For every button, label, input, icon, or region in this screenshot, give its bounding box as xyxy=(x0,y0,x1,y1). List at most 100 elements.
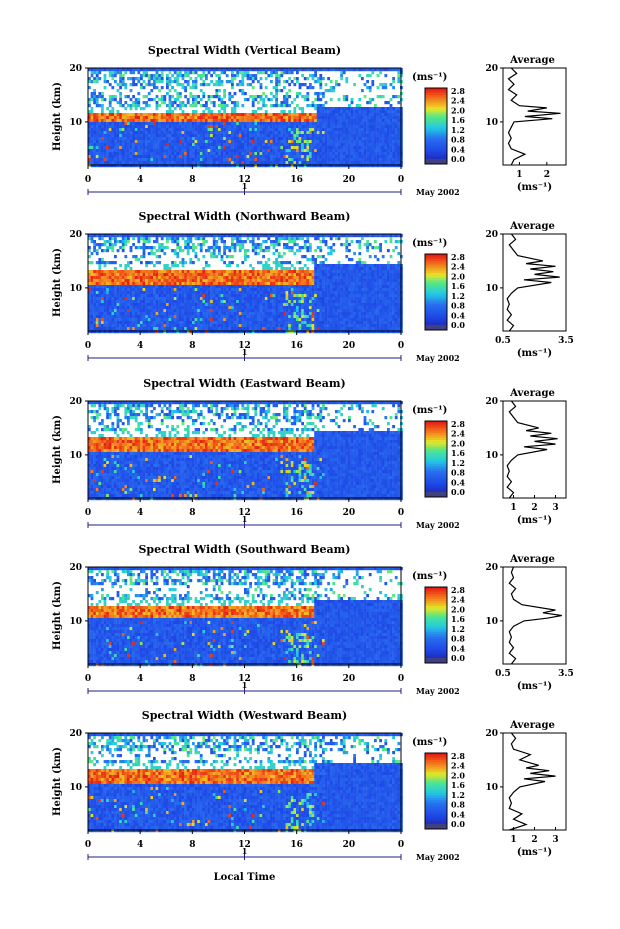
heatmap-cell xyxy=(251,125,255,129)
heatmap-cell xyxy=(236,101,239,105)
heatmap-cell xyxy=(108,83,112,87)
heatmap-cell xyxy=(327,161,330,165)
heatmap-cell xyxy=(264,77,268,81)
heatmap-cell xyxy=(176,128,180,132)
heatmap-cell xyxy=(132,122,135,126)
heatmap-cell xyxy=(147,116,151,120)
heatmap-cell xyxy=(111,155,115,159)
heatmap-cell xyxy=(223,101,226,105)
heatmap-cell xyxy=(374,122,377,126)
heatmap-cell xyxy=(280,261,284,265)
heatmap-cell xyxy=(166,276,169,280)
heatmap-cell xyxy=(124,279,128,283)
heatmap-cell xyxy=(184,149,187,153)
heatmap-cell xyxy=(379,122,382,126)
heatmap-cell xyxy=(322,264,325,268)
heatmap-cell xyxy=(108,152,112,156)
heatmap-cell xyxy=(267,158,271,162)
heatmap-cell xyxy=(324,258,328,262)
heatmap-cell xyxy=(231,282,234,286)
heatmap-cell xyxy=(228,149,232,153)
heatmap-cell xyxy=(374,119,377,123)
heatmap-cell xyxy=(322,116,325,120)
heatmap-cell xyxy=(205,122,208,126)
heatmap-cell xyxy=(259,273,263,277)
heatmap-cell xyxy=(397,140,401,144)
heatmap-cell xyxy=(184,282,187,286)
heatmap-cell xyxy=(241,294,245,298)
heatmap-cell xyxy=(210,146,213,150)
heatmap-cell xyxy=(366,240,369,244)
heatmap-cell xyxy=(363,282,367,286)
heatmap-cell xyxy=(306,86,310,90)
heatmap-cell xyxy=(145,128,148,132)
heatmap-cell xyxy=(142,140,146,144)
heatmap-cell xyxy=(212,282,216,286)
heatmap-cell xyxy=(345,291,349,295)
heatmap-cell xyxy=(119,282,122,286)
heatmap-cell xyxy=(132,237,135,241)
heatmap-cell xyxy=(361,89,364,93)
heatmap-cell xyxy=(244,71,247,75)
heatmap-cell xyxy=(186,237,190,241)
heatmap-cell xyxy=(293,143,297,147)
heatmap-cell xyxy=(319,282,323,286)
heatmap-cell xyxy=(368,255,372,259)
heatmap-cell xyxy=(225,155,229,159)
heatmap-cell xyxy=(160,155,164,159)
heatmap-cell xyxy=(337,273,341,277)
heatmap-cell xyxy=(397,110,401,114)
heatmap-cell xyxy=(337,125,341,129)
heatmap-cell xyxy=(184,143,187,147)
heatmap-cell xyxy=(228,131,232,135)
heatmap-cell xyxy=(293,276,297,280)
heatmap-cell xyxy=(132,77,135,81)
heatmap-cell xyxy=(355,273,359,277)
heatmap-cell xyxy=(163,164,167,168)
heatmap-cell xyxy=(319,146,323,150)
heatmap-cell xyxy=(233,122,237,126)
heatmap-cell xyxy=(332,279,336,283)
heatmap-cell xyxy=(116,122,120,126)
heatmap-cell xyxy=(283,152,286,156)
heatmap-cell xyxy=(311,113,315,117)
heatmap-cell xyxy=(134,68,138,72)
heatmap-cell xyxy=(376,86,380,90)
heatmap-cell xyxy=(160,291,164,295)
heatmap-cell xyxy=(88,246,91,250)
heatmap-cell xyxy=(114,143,117,147)
heatmap-cell xyxy=(267,74,271,78)
heatmap-cell xyxy=(389,137,393,141)
heatmap-cell xyxy=(329,267,333,271)
heatmap-cell xyxy=(392,107,395,111)
heatmap-cell xyxy=(257,107,260,111)
heatmap-cell xyxy=(116,164,120,168)
heatmap-cell xyxy=(345,249,349,253)
heatmap-cell xyxy=(241,128,245,132)
heatmap-cell xyxy=(192,137,195,141)
heatmap-cell xyxy=(142,149,146,153)
heatmap-cell xyxy=(166,270,169,274)
heatmap-cell xyxy=(244,285,247,289)
heatmap-cell xyxy=(114,285,117,289)
heatmap-cell xyxy=(270,291,273,295)
heatmap-cell xyxy=(348,158,351,162)
heatmap-cell xyxy=(355,146,359,150)
heatmap-cell xyxy=(355,119,359,123)
heatmap-cell xyxy=(389,110,393,114)
heatmap-cell xyxy=(324,288,328,292)
heatmap-cell xyxy=(95,288,99,292)
heatmap-cell xyxy=(374,285,377,289)
heatmap-cell xyxy=(111,294,115,298)
heatmap-cell xyxy=(361,149,364,153)
heatmap-cell xyxy=(319,291,323,295)
heatmap-cell xyxy=(228,264,232,268)
heatmap-cell xyxy=(215,279,219,283)
heatmap-cell xyxy=(140,255,143,259)
heatmap-cell xyxy=(223,288,226,292)
heatmap-cell xyxy=(179,128,182,132)
heatmap-cell xyxy=(205,137,208,141)
heatmap-cell xyxy=(197,140,200,144)
heatmap-cell xyxy=(225,246,229,250)
heatmap-cell xyxy=(199,276,203,280)
